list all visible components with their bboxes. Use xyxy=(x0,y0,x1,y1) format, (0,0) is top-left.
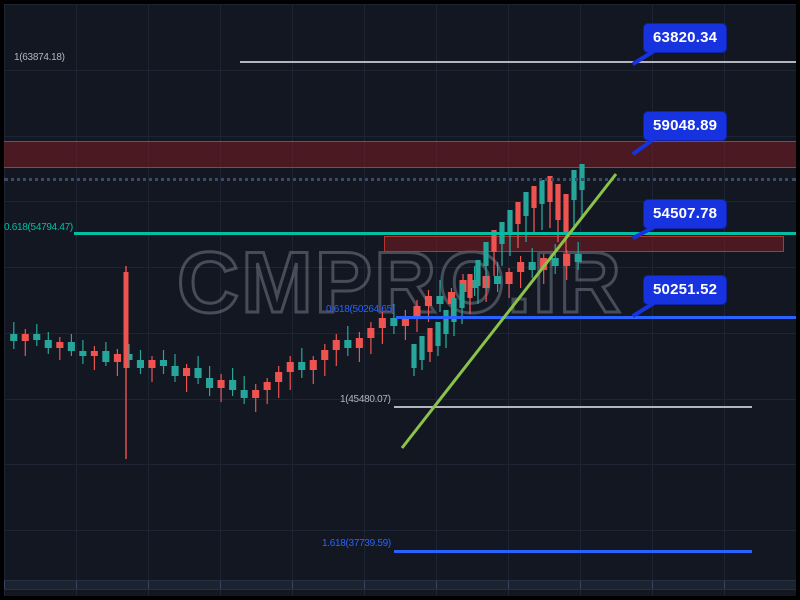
fib-1-45480-label: 1(45480.07) xyxy=(340,394,391,405)
grid-line-vertical xyxy=(4,4,5,596)
callout-54507[interactable]: 54507.78 xyxy=(644,200,727,228)
axis-tick xyxy=(148,581,149,589)
axis-tick xyxy=(580,581,581,589)
grid-line-horizontal xyxy=(4,464,796,465)
axis-tick xyxy=(76,581,77,589)
grid-line-vertical xyxy=(148,4,149,596)
axis-tick xyxy=(292,581,293,589)
grid-line-horizontal xyxy=(4,201,796,202)
grid-line-horizontal xyxy=(4,530,796,531)
grid-line-horizontal xyxy=(4,399,796,400)
axis-tick xyxy=(508,581,509,589)
grid-line-vertical xyxy=(76,4,77,596)
grid-line-vertical xyxy=(364,4,365,596)
callout-59048[interactable]: 59048.89 xyxy=(644,112,727,140)
fib-1618-37739-label: 1.618(37739.59) xyxy=(322,538,391,549)
axis-tick xyxy=(364,581,365,589)
fib-0618-54794-label: 0.618(54794.47) xyxy=(4,222,73,233)
fib-1-63874-line[interactable] xyxy=(240,61,796,63)
axis-tick xyxy=(4,581,5,589)
fib-0618-50264-label: 0.618(50264.65) xyxy=(326,304,395,315)
grid-line-horizontal xyxy=(4,4,796,5)
grid-line-horizontal xyxy=(4,333,796,334)
axis-tick xyxy=(220,581,221,589)
callout-63820[interactable]: 63820.34 xyxy=(644,24,727,52)
grid-line-horizontal xyxy=(4,136,796,137)
fib-0618-50264-line[interactable] xyxy=(396,316,796,319)
fib-1-45480-line[interactable] xyxy=(394,406,752,408)
dotted-level-line xyxy=(4,178,796,181)
resistance-zone-upper[interactable] xyxy=(4,141,796,168)
fib-1618-37739-line[interactable] xyxy=(394,550,752,553)
fib-1-63874-label: 1(63874.18) xyxy=(14,52,65,63)
axis-tick xyxy=(652,581,653,589)
time-axis-strip[interactable] xyxy=(4,580,796,590)
callout-50251[interactable]: 50251.52 xyxy=(644,276,727,304)
grid-line-horizontal xyxy=(4,70,796,71)
axis-tick xyxy=(724,581,725,589)
grid-line-vertical xyxy=(292,4,293,596)
chart-plot-area[interactable]: CMPRO.IR 1(63874.18) 0.618(54794.47) 0.618… xyxy=(4,4,796,596)
grid-line-vertical xyxy=(220,4,221,596)
fib-0618-54794-line[interactable] xyxy=(74,232,796,235)
grid-line-horizontal xyxy=(4,267,796,268)
axis-tick xyxy=(436,581,437,589)
